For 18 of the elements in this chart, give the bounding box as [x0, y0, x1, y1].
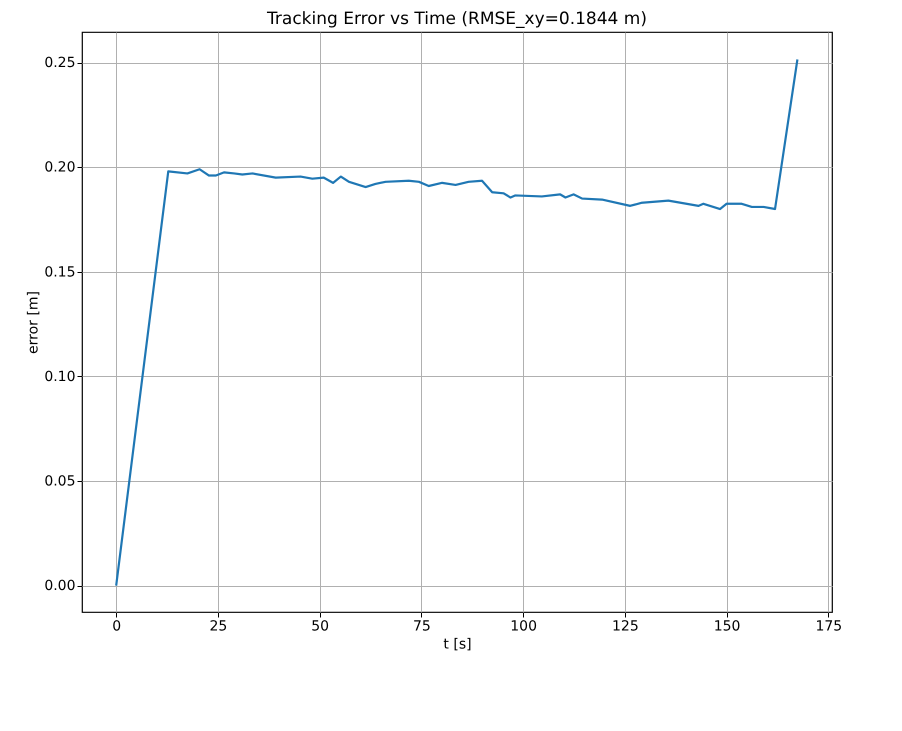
x-tick-label: 75: [412, 618, 431, 634]
y-tick-label: 0.00: [44, 578, 76, 594]
y-tick-label: 0.05: [44, 474, 76, 490]
y-tick-label: 0.10: [44, 368, 76, 385]
y-tick-label: 0.15: [44, 264, 76, 280]
y-tick-label: 0.20: [44, 160, 76, 176]
x-tick-label: 50: [311, 618, 330, 634]
line-series: [115, 58, 799, 587]
chart-title: Tracking Error vs Time (RMSE_xy=0.1844 m): [266, 9, 647, 29]
y-axis-title: error [m]: [25, 291, 42, 354]
x-tick-label: 25: [210, 618, 228, 634]
x-tick-label: 175: [815, 618, 842, 634]
x-tick-label: 125: [612, 618, 639, 634]
x-tick-label: 150: [714, 618, 740, 634]
x-tick-label: 100: [510, 618, 537, 634]
x-axis-title: t [s]: [443, 636, 472, 652]
y-tick-label: 0.25: [44, 55, 76, 72]
x-tick-label: 0: [112, 618, 122, 634]
